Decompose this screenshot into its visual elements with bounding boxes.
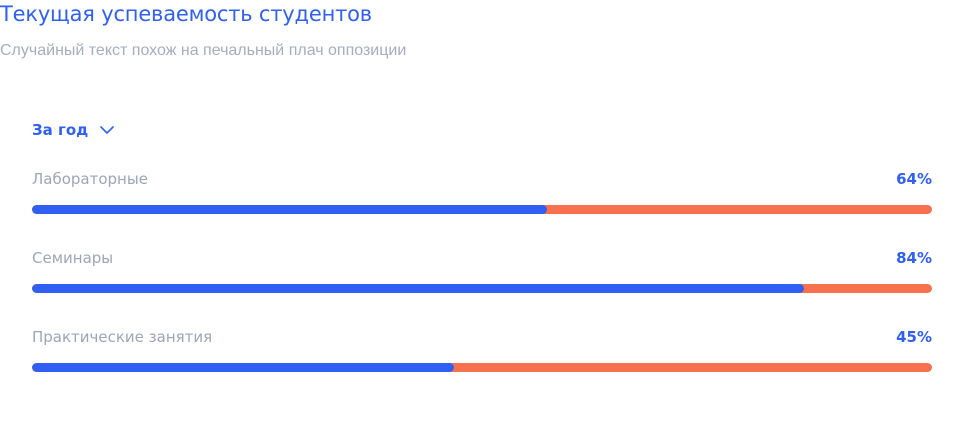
progress-track [32,284,932,293]
progress-value: 84% [896,249,932,267]
progress-track [32,205,932,214]
progress-row-labs: Лабораторные 64% [32,170,932,220]
progress-label: Лабораторные [32,170,148,188]
page-title: Текущая успеваемость студентов [0,2,372,26]
period-dropdown[interactable]: За год [32,121,115,139]
progress-row-practical: Практические занятия 45% [32,328,932,378]
progress-label: Практические занятия [32,328,213,346]
progress-track [32,363,932,372]
page-subtitle: Случайный текст похож на печальный плач … [0,42,407,59]
progress-fill [32,363,455,372]
progress-row-seminars: Семинары 84% [32,249,932,299]
progress-value: 64% [896,170,932,188]
progress-label: Семинары [32,249,114,267]
progress-fill [32,284,805,293]
period-dropdown-label: За год [32,121,89,139]
progress-fill [32,205,547,214]
chevron-down-icon [100,125,115,134]
progress-value: 45% [896,328,932,346]
